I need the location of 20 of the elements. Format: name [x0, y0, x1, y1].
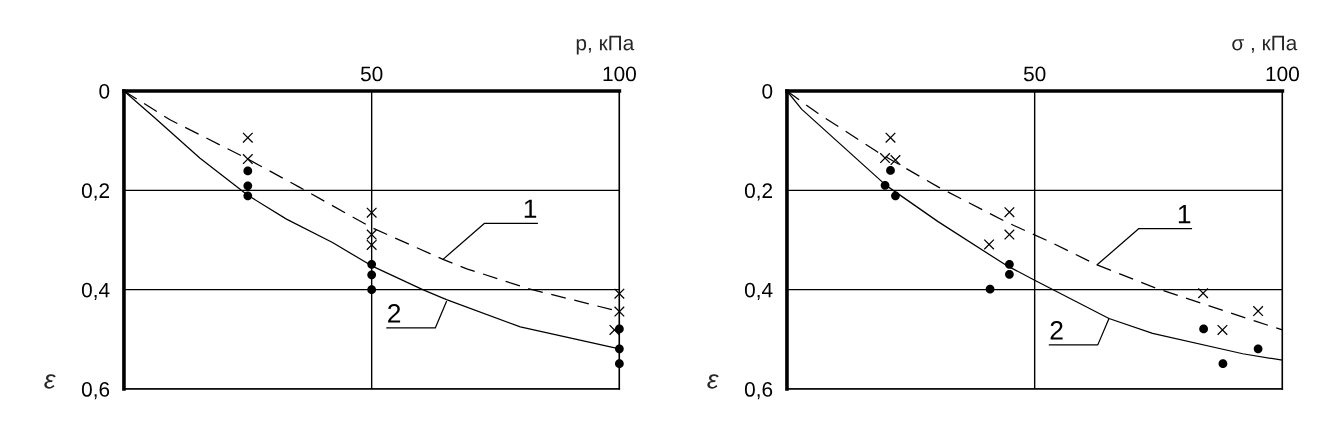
- annotation: 2: [388, 304, 401, 323]
- x-tick-label: 50: [360, 66, 383, 82]
- x-tick-label: 100: [603, 66, 636, 82]
- y-tick-label: 0,2: [81, 183, 110, 201]
- y-tick-label: 0: [99, 83, 110, 99]
- y-tick-label: 0,6: [744, 382, 773, 400]
- y-tick-label: 0,4: [744, 282, 773, 300]
- x-tick-label: 100: [1266, 66, 1299, 82]
- y-tick-label: 0,6: [81, 382, 110, 400]
- y-tick-label: 0,2: [744, 183, 773, 201]
- y-axis-title: ε: [44, 374, 56, 389]
- y-tick-label: 0,4: [81, 282, 110, 300]
- annotation: 2: [1050, 320, 1063, 340]
- annotation: 1: [524, 199, 537, 218]
- annotation: 1: [1178, 205, 1191, 224]
- x-tick-label: 50: [1023, 66, 1046, 82]
- y-tick-label: 0: [762, 83, 773, 99]
- x-axis-title: p, кПа: [576, 35, 635, 55]
- y-axis-title: ε: [707, 374, 719, 389]
- x-axis-title: σ , кПа: [1232, 35, 1298, 53]
